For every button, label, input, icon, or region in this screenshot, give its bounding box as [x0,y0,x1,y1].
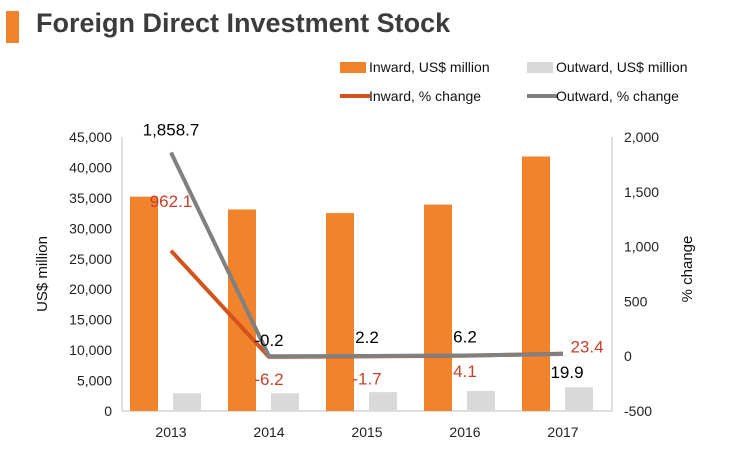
outward-change-line [169,151,564,359]
outward-bar [369,392,397,411]
outward-bar [271,393,299,411]
y-tick-label: 25,000 [69,251,112,267]
y-tick-label: 15,000 [69,312,112,328]
outward-bar [173,393,201,411]
outward-change-label: -0.2 [254,331,283,350]
inward-change-label: -6.2 [254,370,283,389]
inward-bar [424,204,452,411]
y2-tick-label: 0 [624,348,632,364]
legend-inward-usd-swatch [340,62,366,73]
y2-axis-title: % change [679,236,696,303]
legend-outward-usd-swatch [527,62,553,73]
outward-change-label: 19.9 [550,363,583,382]
x-tick-label: 2015 [351,424,382,440]
inward-change-label: 962.1 [150,192,193,211]
inward-bar [228,209,256,411]
legend-inward-usd-label: Inward, US$ million [369,59,490,75]
legend-outward-usd-label: Outward, US$ million [556,59,688,75]
x-tick-label: 2017 [547,424,578,440]
outward-bar [467,390,495,411]
y2-tick-label: 500 [624,293,648,309]
title-accent-bar [6,11,19,43]
x-tick-label: 2014 [253,424,284,440]
y-tick-label: 0 [104,403,112,419]
y2-tick-label: 2,000 [624,129,659,145]
y2-tick-label: 1,500 [624,184,659,200]
inward-bar [130,196,158,411]
outward-bar [565,387,593,411]
inward-bar [522,156,550,411]
inward-change-label: 4.1 [453,362,477,381]
y-axis-title: US$ million [34,236,51,312]
y2-tick-label: -500 [624,403,652,419]
inward-change-label: -1.7 [352,369,381,388]
y-tick-label: 45,000 [69,129,112,145]
page-title: Foreign Direct Investment Stock [36,8,451,38]
inward-bar [326,213,354,411]
y-tick-label: 10,000 [69,342,112,358]
y-tick-label: 35,000 [69,190,112,206]
outward-change-label: 6.2 [453,328,477,347]
outward-change-label: 1,858.7 [143,120,200,139]
x-tick-label: 2016 [449,424,480,440]
legend-inward-change-label: Inward, % change [369,88,481,104]
outward-change-label: 2.2 [355,328,379,347]
y-tick-label: 40,000 [69,159,112,175]
x-tick-label: 2013 [155,424,186,440]
legend-outward-change-label: Outward, % change [556,88,679,104]
y-tick-label: 5,000 [77,373,112,389]
y-tick-label: 20,000 [69,281,112,297]
y2-tick-label: 1,000 [624,239,659,255]
y-tick-label: 30,000 [69,220,112,236]
inward-change-label: 23.4 [570,338,603,357]
